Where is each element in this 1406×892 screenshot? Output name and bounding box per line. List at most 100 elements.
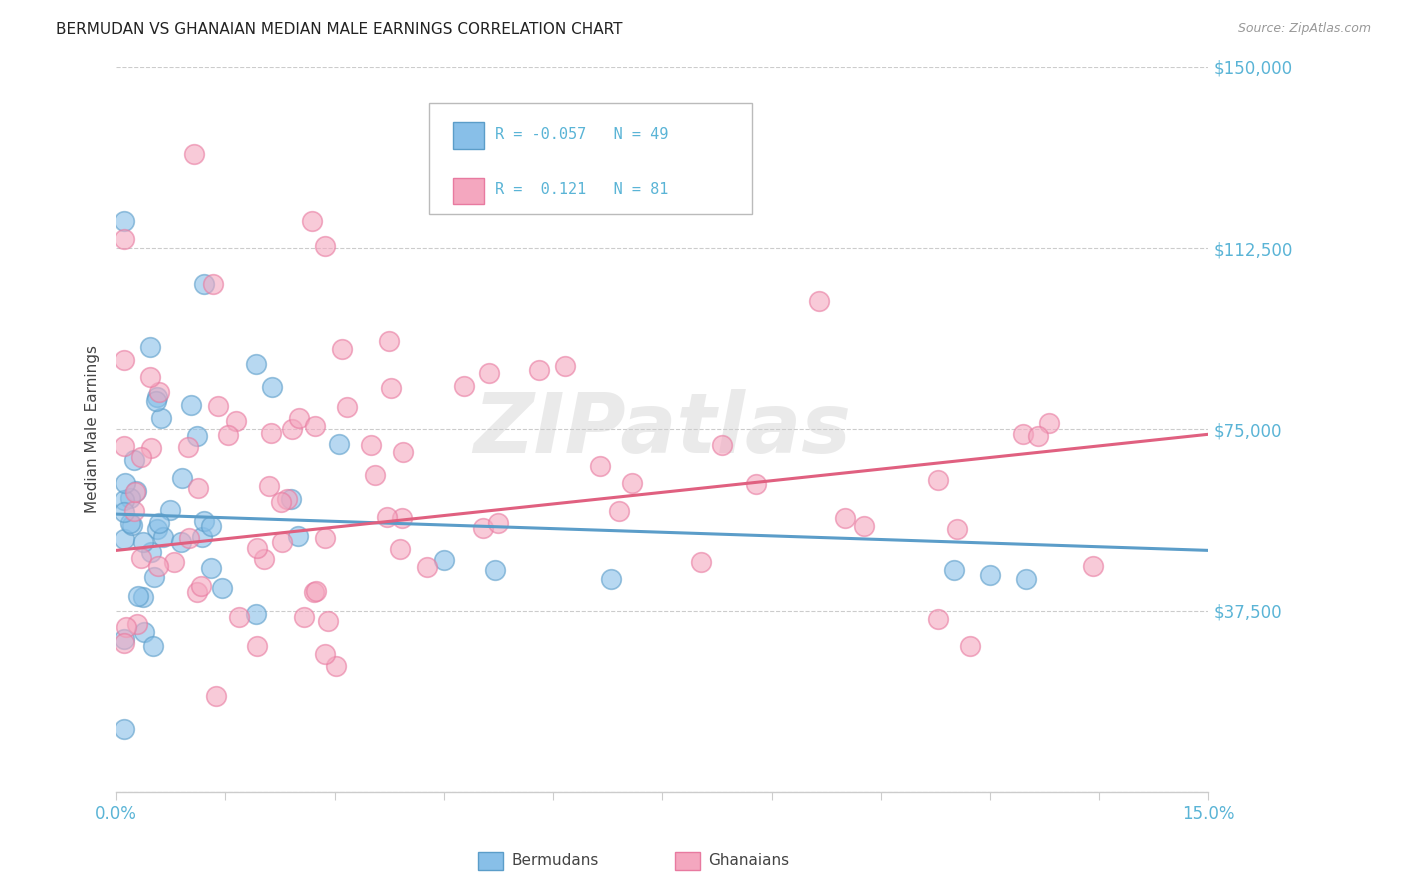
Point [200,519,222,533]
Point [609,504,631,518]
Point [139,340,162,354]
Point [360,438,382,452]
Point [112,214,135,228]
Point [177,440,200,454]
Point [124,452,146,467]
Point [132,535,155,549]
Point [314,647,336,661]
Point [927,474,949,488]
Point [145,522,167,536]
Point [336,400,359,414]
Point [270,535,292,549]
Point [927,612,949,626]
Point [145,394,167,409]
Point [114,620,136,634]
Point [202,277,225,292]
Point [193,514,215,528]
Point [270,495,292,509]
Point [112,505,135,519]
Text: Bermudans: Bermudans [512,854,599,868]
Point [363,468,385,483]
Point [979,567,1001,582]
Point [142,639,165,653]
Point [378,334,401,348]
Point [690,555,713,569]
Point [211,581,233,595]
Point [288,411,311,425]
Point [190,530,212,544]
Point [1015,573,1038,587]
Point [391,445,413,459]
Point [1038,416,1060,430]
Point [186,428,208,442]
Point [305,584,328,599]
Point [416,560,439,574]
Point [328,437,350,451]
Point [112,632,135,646]
Point [529,363,551,377]
Point [745,477,768,491]
Point [170,534,193,549]
Point [112,232,135,246]
Point [138,369,160,384]
Point [112,493,135,508]
Point [122,504,145,518]
Point [486,516,509,530]
Text: Source: ZipAtlas.com: Source: ZipAtlas.com [1237,22,1371,36]
Point [314,238,336,252]
Point [807,294,830,309]
Text: Ghanaians: Ghanaians [709,854,790,868]
Point [150,410,173,425]
Point [217,428,239,442]
Point [280,422,302,436]
Point [1026,429,1049,443]
Point [163,556,186,570]
Point [453,379,475,393]
Point [472,521,495,535]
Point [280,492,302,507]
Point [554,359,576,373]
Point [207,399,229,413]
Point [245,357,267,371]
Point [433,553,456,567]
Point [129,450,152,464]
Point [187,481,209,495]
Y-axis label: Median Male Earnings: Median Male Earnings [86,345,100,514]
Point [375,510,398,524]
Point [620,475,643,490]
Point [124,485,146,500]
Point [228,610,250,624]
Point [1012,426,1035,441]
Point [946,522,969,536]
Text: R =  0.121   N = 81: R = 0.121 N = 81 [495,183,668,197]
Point [600,573,623,587]
Point [287,529,309,543]
Point [125,483,148,498]
Point [942,563,965,577]
Text: BERMUDAN VS GHANAIAN MEDIAN MALE EARNINGS CORRELATION CHART: BERMUDAN VS GHANAIAN MEDIAN MALE EARNING… [56,22,623,37]
Point [245,607,267,621]
Point [193,277,215,292]
Point [186,584,208,599]
Point [834,510,856,524]
Point [146,390,169,404]
Point [325,659,347,673]
Point [262,380,284,394]
Point [330,343,353,357]
Point [314,531,336,545]
Point [484,563,506,577]
Point [252,552,274,566]
Point [246,640,269,654]
Point [180,398,202,412]
Text: ZIPatlas: ZIPatlas [474,389,851,470]
Point [190,578,212,592]
Point [225,414,247,428]
Point [112,532,135,546]
Point [120,491,142,506]
Point [260,425,283,440]
Point [148,384,170,399]
Point [292,609,315,624]
Point [141,545,163,559]
Point [301,214,323,228]
Point [112,636,135,650]
